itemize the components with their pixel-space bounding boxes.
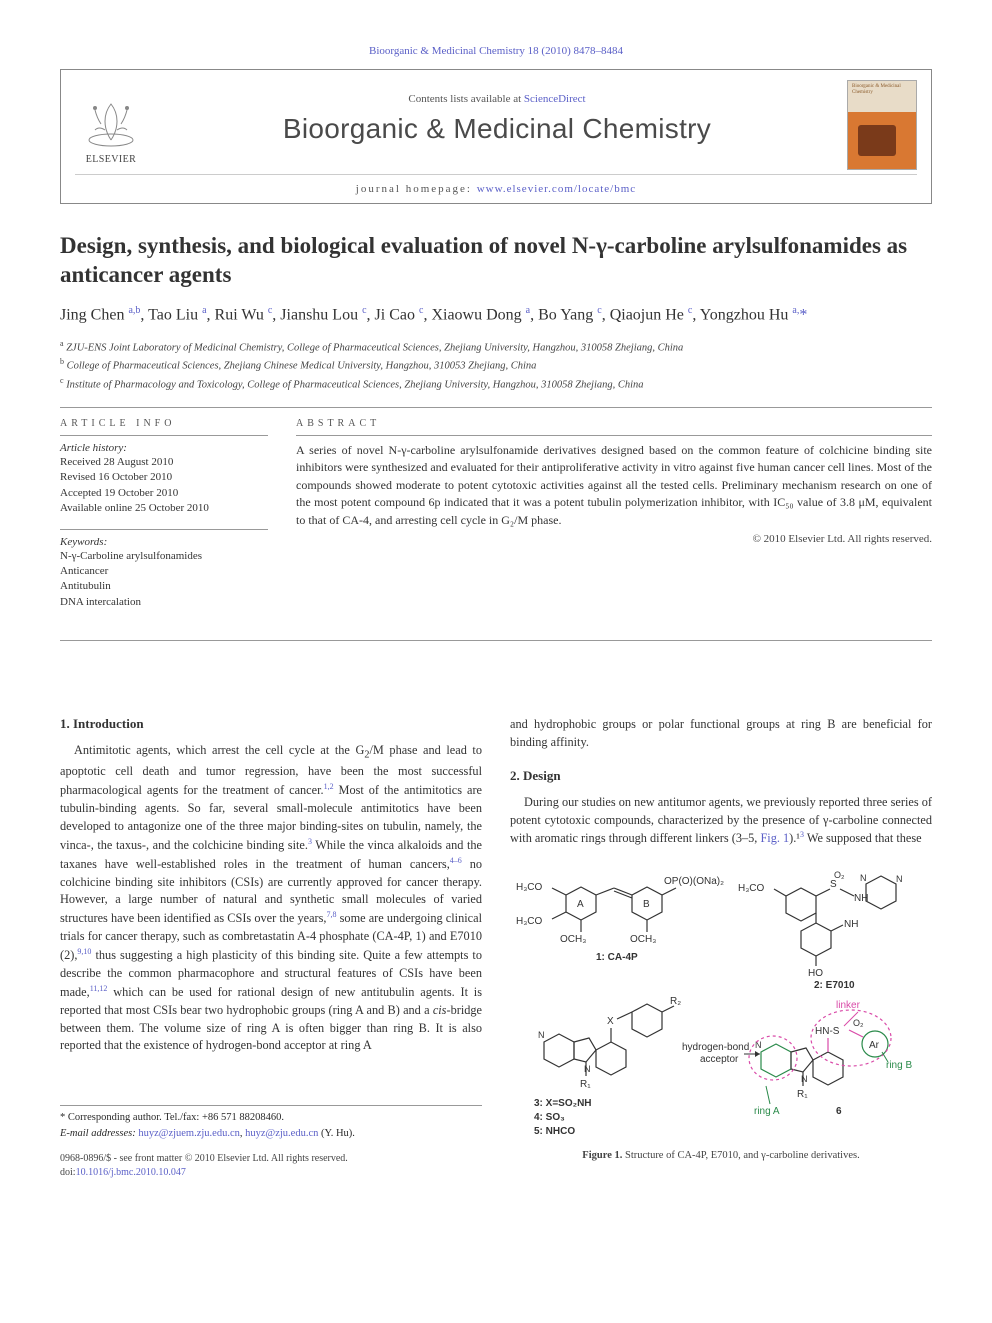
fig-r1-2: R₁	[797, 1089, 808, 1100]
abstract-column: ABSTRACT A series of novel N-γ-carboline…	[296, 418, 932, 622]
fig-hns: HN-S	[815, 1026, 840, 1037]
fig-o2-1: O₂	[834, 870, 845, 880]
body-column-right: and hydrophobic groups or polar function…	[510, 716, 932, 1180]
journal-homepage-line: journal homepage: www.elsevier.com/locat…	[75, 174, 917, 203]
fig-nh-2: NH	[844, 919, 858, 930]
fig-label-6: 6	[836, 1106, 842, 1117]
corresponding-author-block: * Corresponding author. Tel./fax: +86 57…	[60, 1105, 482, 1142]
fig-label-5: 5: NHCO	[534, 1126, 575, 1137]
homepage-prefix: journal homepage:	[356, 183, 477, 195]
fig-h3co-3: H₃CO	[738, 883, 765, 894]
fig-label-e7010: 2: E7010	[814, 980, 855, 991]
design-heading: 2. Design	[510, 768, 932, 784]
publisher-name: ELSEVIER	[86, 154, 136, 165]
figure-1-caption: Figure 1. Structure of CA-4P, E7010, and…	[510, 1150, 932, 1161]
fig-ringB-label: ring B	[886, 1060, 912, 1071]
fig-ar: Ar	[869, 1040, 880, 1051]
journal-header-box: ELSEVIER Contents lists available at Sci…	[60, 69, 932, 204]
journal-homepage-link[interactable]: www.elsevier.com/locate/bmc	[477, 183, 636, 195]
fig-linker-label: linker	[836, 1000, 861, 1011]
corr-suffix: (Y. Hu).	[318, 1128, 355, 1139]
svg-text:S: S	[830, 879, 837, 890]
fig-h3co-1: H₃CO	[516, 882, 543, 893]
fig-label-4: 4: SO₃	[534, 1112, 565, 1123]
body-column-left: 1. Introduction Antimitotic agents, whic…	[60, 716, 482, 1180]
fig-och3-2: OCH₃	[630, 934, 656, 945]
fig-N-6: N	[801, 1074, 808, 1084]
intro-paragraph: Antimitotic agents, which arrest the cel…	[60, 742, 482, 1055]
article-info-heading: ARTICLE INFO	[60, 418, 268, 429]
doi-link[interactable]: 10.1016/j.bmc.2010.10.047	[76, 1167, 186, 1178]
authors-line: Jing Chen a,b, Tao Liu a, Rui Wu c, Jian…	[60, 304, 932, 327]
journal-name: Bioorganic & Medicinal Chemistry	[147, 113, 847, 145]
fig-N-1: N	[860, 873, 867, 883]
fig-h3co-2: H₃CO	[516, 916, 543, 927]
fig-opo: OP(O)(ONa)₂	[664, 876, 724, 887]
corr-line: * Corresponding author. Tel./fax: +86 57…	[60, 1110, 482, 1126]
sciencedirect-link[interactable]: ScienceDirect	[524, 93, 586, 105]
fig-ho: HO	[808, 968, 823, 979]
fig-N-3: N	[538, 1030, 545, 1040]
elsevier-logo: ELSEVIER	[75, 85, 147, 165]
fig-label-ca4p: 1: CA-4P	[596, 952, 638, 963]
article-info-column: ARTICLE INFO Article history: Received 2…	[60, 418, 268, 622]
fig-label-3: 3: X=SO₂NH	[534, 1098, 592, 1109]
figure-1-caption-text: Structure of CA-4P, E7010, and γ-carboli…	[622, 1150, 859, 1161]
intro-heading: 1. Introduction	[60, 716, 482, 732]
fig-label-B: B	[643, 899, 650, 910]
fig-o2-2: O₂	[853, 1018, 864, 1028]
article-title: Design, synthesis, and biological evalua…	[60, 232, 932, 290]
divider	[60, 407, 932, 408]
figure-1-caption-bold: Figure 1.	[582, 1150, 622, 1161]
history-label: Article history:	[60, 442, 268, 454]
fig-hbond-label-1: hydrogen-bond	[682, 1042, 749, 1053]
contents-available-line: Contents lists available at ScienceDirec…	[147, 93, 847, 105]
figure-1: A B H₃CO H₃CO OCH₃ OCH₃ OP(O)(ONa)₂	[510, 862, 932, 1161]
cover-title-text: Bioorganic & Medicinal Chemistry	[852, 84, 912, 95]
fig-ringA-label: ring A	[754, 1106, 780, 1117]
abstract-text: A series of novel N-γ-carboline arylsulf…	[296, 442, 932, 529]
fig-label-A: A	[577, 899, 584, 910]
corr-email-1[interactable]: huyz@zjuem.zju.edu.cn	[138, 1128, 240, 1139]
history-list: Received 28 August 2010Revised 16 Octobe…	[60, 455, 268, 517]
divider	[60, 435, 268, 436]
corr-email-2[interactable]: huyz@zju.edu.cn	[245, 1128, 318, 1139]
fig-N-4: N	[584, 1064, 591, 1074]
copyright-line: © 2010 Elsevier Ltd. All rights reserved…	[296, 533, 932, 545]
fig-N-5: N	[755, 1040, 762, 1050]
keywords-label: Keywords:	[60, 536, 268, 548]
keywords-list: N-γ-Carboline arylsulfonamidesAnticancer…	[60, 549, 268, 611]
divider	[60, 529, 268, 530]
email-label: E-mail addresses:	[60, 1128, 136, 1139]
doi-block: 0968-0896/$ - see front matter © 2010 El…	[60, 1152, 482, 1180]
affiliations-block: a ZJU-ENS Joint Laboratory of Medicinal …	[60, 338, 932, 393]
fig-x: X	[607, 1016, 614, 1027]
journal-cover-thumbnail: Bioorganic & Medicinal Chemistry	[847, 80, 917, 170]
doi-prefix: doi:	[60, 1167, 76, 1178]
contents-prefix: Contents lists available at	[408, 93, 523, 105]
design-paragraph: During our studies on new antitumor agen…	[510, 794, 932, 849]
fig-r1-1: R₁	[580, 1079, 591, 1090]
fig-hbond-label-2: acceptor	[700, 1054, 739, 1065]
fig-N-2: N	[896, 874, 903, 884]
citation-line: Bioorganic & Medicinal Chemistry 18 (201…	[60, 45, 932, 57]
front-matter-line: 0968-0896/$ - see front matter © 2010 El…	[60, 1152, 482, 1166]
divider	[60, 640, 932, 641]
divider	[296, 435, 932, 436]
abstract-heading: ABSTRACT	[296, 418, 932, 429]
col2-continuation: and hydrophobic groups or polar function…	[510, 716, 932, 752]
fig-och3-1: OCH₃	[560, 934, 586, 945]
fig-r2: R₂	[670, 996, 681, 1007]
